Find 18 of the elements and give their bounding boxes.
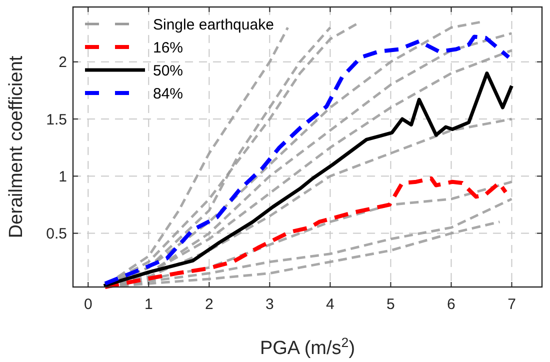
y-tick-label: 2 <box>58 54 67 72</box>
legend-label: 50% <box>153 62 184 80</box>
x-tick-label: 3 <box>266 296 274 313</box>
x-tick-label: 6 <box>447 296 456 313</box>
y-tick-label: 1.5 <box>46 111 67 128</box>
x-tick-label: 5 <box>386 296 395 313</box>
x-tick-label: 7 <box>508 296 516 313</box>
y-tick-label: 1 <box>58 168 67 186</box>
x-tick-label: 4 <box>326 296 334 313</box>
legend-label: Single earthquake <box>153 16 274 34</box>
x-axis-title: PGA (m/s$^{2}$) <box>260 334 356 359</box>
x-tick-label: 0 <box>84 296 92 313</box>
x-tick-label: 1 <box>144 296 153 313</box>
x-tick-label: 2 <box>204 296 214 313</box>
legend-label: 16% <box>153 39 184 56</box>
legend-label: 84% <box>153 85 184 102</box>
y-tick-label: 0.5 <box>46 226 67 243</box>
y-axis-title: Derailment coefficient <box>6 55 27 238</box>
